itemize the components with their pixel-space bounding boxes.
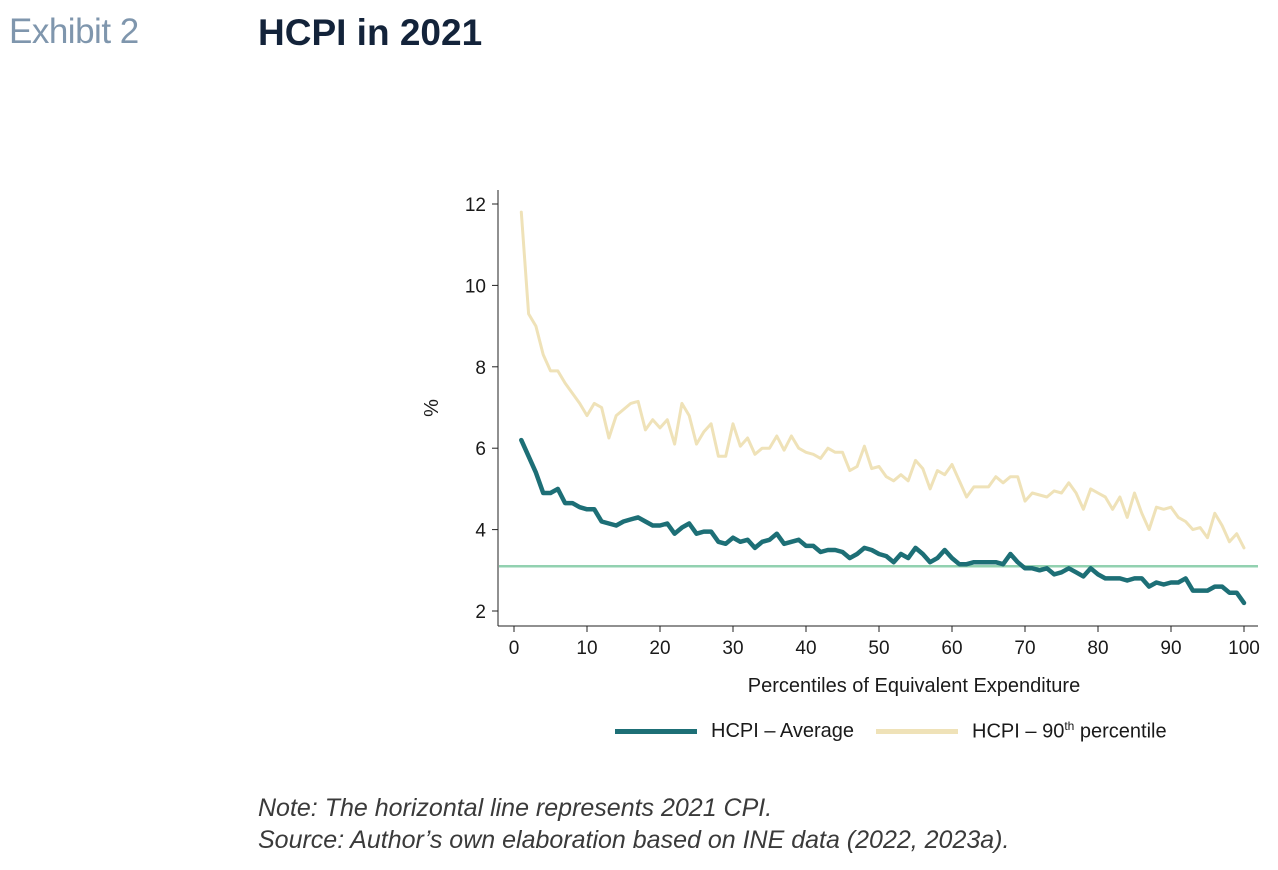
series-line-average — [519, 437, 1247, 606]
legend-swatch-average — [615, 728, 697, 734]
notes: Note: The horizontal line represents 202… — [258, 792, 1009, 856]
y-axis-title: % — [421, 399, 443, 417]
legend-label-average: HCPI – Average — [711, 719, 855, 742]
series-line-90th — [519, 210, 1246, 550]
legend-label-90th-suffix: percentile — [1074, 720, 1167, 743]
y-tick-label: 6 — [475, 439, 486, 460]
x-tick-label: 30 — [722, 638, 743, 659]
legend-item-average: HCPI – Average — [615, 720, 854, 743]
exhibit-label: Exhibit 2 — [9, 12, 139, 51]
y-tick-label: 12 — [465, 195, 486, 216]
source-text: Source: Author’s own elaboration based o… — [258, 826, 1010, 854]
y-tick-label: 10 — [465, 276, 486, 297]
x-tick-label: 60 — [941, 638, 962, 659]
legend-label-90th-prefix: HCPI – 90 — [972, 720, 1065, 743]
x-tick-label: 90 — [1160, 638, 1181, 659]
x-tick-label: 10 — [576, 638, 597, 659]
x-tick-label: 20 — [649, 638, 670, 659]
x-tick-label: 100 — [1228, 638, 1260, 659]
x-tick-label: 80 — [1087, 638, 1108, 659]
x-tick-label: 70 — [1014, 638, 1035, 659]
y-tick-label: 8 — [475, 358, 486, 379]
x-tick-label: 40 — [795, 638, 816, 659]
note-text: Note: The horizontal line represents 202… — [258, 794, 773, 822]
y-tick-label: 2 — [475, 602, 486, 623]
x-axis-title: Percentiles of Equivalent Expenditure — [748, 675, 1080, 697]
legend-label-90th: HCPI – 90th percentile — [972, 719, 1167, 744]
x-tick-label: 50 — [868, 638, 889, 659]
chart-title: HCPI in 2021 — [258, 12, 483, 53]
legend: HCPI – Average HCPI – 90th percentile — [615, 716, 1167, 746]
legend-item-90th: HCPI – 90th percentile — [876, 719, 1167, 744]
legend-swatch-90th — [876, 728, 959, 734]
y-tick-label: 4 — [475, 521, 486, 542]
legend-label-90th-sup: th — [1064, 718, 1075, 733]
x-tick-label: 0 — [509, 638, 520, 659]
